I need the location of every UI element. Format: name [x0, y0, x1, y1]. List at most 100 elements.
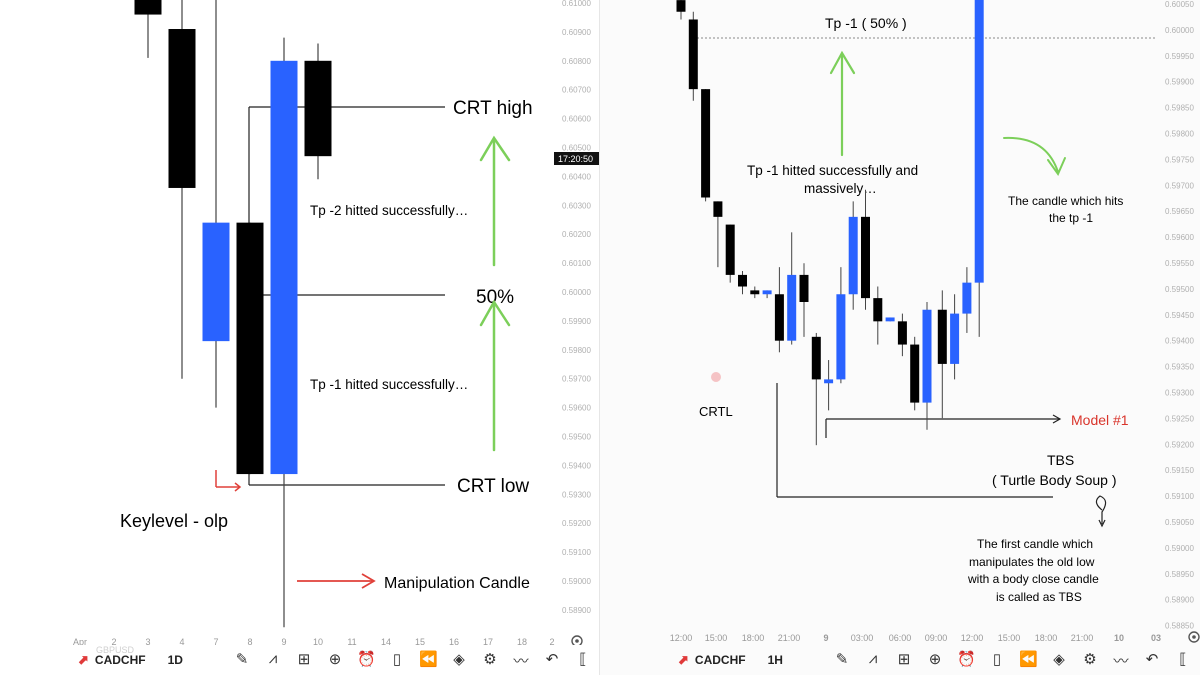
price-tick-label: 0.59650 [1165, 207, 1194, 216]
crtl-label: CRTL [699, 404, 733, 419]
trend-icon[interactable]: 〰 [513, 652, 529, 670]
tool-icons: ✎ ⩘ ⊞ ⊕ ⏰ ▯ ⏪ ◈ ⚙ 〰 ↶ ⟦ [233, 650, 592, 671]
candle-body [168, 29, 196, 188]
indicators-icon[interactable]: ⩘ [268, 649, 278, 667]
right-toolbar: ⬈ CADCHF 1H ✎ ⩘ ⊞ ⊕ ⏰ ▯ ⏪ ◈ ⚙ 〰 ↶ ⟦ [600, 645, 1200, 675]
hourly-candle [836, 267, 846, 384]
price-tick-label: 0.59350 [1165, 363, 1194, 372]
time-tick-label: 18:00 [742, 633, 765, 643]
indicators-icon[interactable]: ⩘ [868, 649, 878, 667]
date-tick-label: 3 [145, 637, 150, 645]
settings-gear-icon[interactable] [571, 635, 583, 645]
candle-9 [270, 37, 298, 628]
alarm-icon[interactable]: ⏰ [357, 650, 376, 668]
price-tick-label: 0.60300 [562, 201, 591, 210]
price-tick-label: 0.59700 [1165, 181, 1194, 190]
candle-body [962, 282, 972, 314]
candle-body [950, 313, 960, 364]
right-timeframe-button[interactable]: 1H [767, 653, 783, 667]
candle-3 [134, 0, 162, 58]
time-tick-label: 21:00 [1071, 633, 1094, 643]
right-settings-gear-icon[interactable] [1188, 631, 1200, 643]
right-chart-panel: Tp -1 ( 50% ) Tp -1 hitted successfully … [600, 0, 1200, 675]
tp1-arrow-icon [479, 299, 511, 452]
current-time-badge [554, 152, 600, 165]
time-tick-label: 18:00 [1035, 633, 1058, 643]
replay-icon[interactable]: ⏪ [419, 650, 438, 668]
price-tick-label: 0.59600 [562, 404, 591, 413]
candle-body [848, 216, 858, 295]
pencil-icon[interactable]: ✎ [235, 650, 249, 668]
symbol-label: CADCHF [94, 653, 146, 667]
hourly-candle [713, 201, 723, 268]
candle-body [787, 274, 797, 341]
tbs-def-3: with a body close candle [967, 572, 1099, 586]
time-tick-label: 10 [1114, 633, 1124, 643]
hourly-candle [861, 189, 870, 310]
right-tool-icons: ✎ ⩘ ⊞ ⊕ ⏰ ▯ ⏪ ◈ ⚙ 〰 ↶ ⟦ [833, 650, 1192, 671]
price-tick-label: 0.60100 [562, 259, 591, 268]
settings-icon[interactable]: ⚙ [483, 650, 497, 668]
price-tick-label: 0.59500 [562, 433, 591, 442]
alarm-icon[interactable]: ⏰ [957, 650, 976, 668]
keylevel-label: Keylevel - olp [120, 511, 228, 531]
bracket-icon[interactable]: ⟦ [1179, 650, 1187, 668]
candle-body [701, 89, 711, 198]
left-toolbar: ⬈ CADCHF 1D ✎ ⩘ ⊞ ⊕ ⏰ ▯ ⏪ ◈ ⚙ 〰 ↶ ⟦ [0, 645, 600, 675]
time-tick-label: 09:00 [925, 633, 948, 643]
tp2-arrow-icon [479, 135, 511, 267]
settings-icon[interactable]: ⚙ [1083, 650, 1097, 668]
hourly-candle [688, 11, 698, 101]
layers-icon[interactable]: ◈ [453, 650, 465, 668]
price-tick-label: 0.59100 [1165, 492, 1194, 501]
price-tick-label: 0.59700 [562, 375, 591, 384]
undo-icon[interactable]: ↶ [545, 650, 559, 668]
fifty-label: 50% [476, 287, 514, 308]
candles-icon[interactable]: ▯ [992, 650, 1002, 668]
hourly-candle [787, 232, 797, 345]
price-tick-label: 0.58950 [1165, 570, 1194, 579]
candle-body [236, 222, 264, 475]
price-tick-label: 0.59800 [1165, 130, 1194, 139]
replay-icon[interactable]: ⏪ [1019, 650, 1038, 668]
right-symbol-selector[interactable]: ⬈ CADCHF [678, 652, 746, 668]
price-tick-label: 0.60700 [562, 86, 591, 95]
price-tick-label: 0.59900 [1165, 78, 1194, 87]
price-tick-label: 0.58900 [1165, 596, 1194, 605]
candle-body [304, 60, 332, 157]
date-tick-label: 2 [111, 637, 116, 645]
tp-note-1: Tp -1 hitted successfully and [747, 163, 918, 178]
timeframe-button[interactable]: 1D [167, 653, 183, 667]
candle-body [270, 60, 298, 475]
hourly-candle [937, 290, 947, 419]
price-tick-label: 0.61000 [562, 0, 591, 8]
hourly-candle [774, 267, 784, 353]
grid-icon[interactable]: ⊞ [297, 650, 311, 668]
trend-icon[interactable]: 〰 [1113, 652, 1129, 670]
right-logo-icon: ⬈ [678, 652, 689, 667]
add-icon[interactable]: ⊕ [928, 650, 942, 668]
symbol-selector[interactable]: ⬈ CADCHF [78, 652, 146, 668]
candle-body [762, 290, 772, 295]
candle-body [774, 294, 784, 341]
candle-body [897, 321, 907, 345]
add-icon[interactable]: ⊕ [328, 650, 342, 668]
pencil-icon[interactable]: ✎ [835, 650, 849, 668]
candle-note-2: the tp -1 [1049, 211, 1093, 225]
candle-body [688, 19, 698, 90]
model-label: Model #1 [1071, 412, 1129, 428]
price-tick-label: 0.59550 [1165, 259, 1194, 268]
candle-note-1: The candle which hits [1008, 194, 1123, 208]
price-tick-label: 0.58850 [1165, 622, 1194, 631]
price-tick-label: 0.59300 [562, 490, 591, 499]
tbs-full-label: ( Turtle Body Soup ) [992, 472, 1117, 488]
price-tick-label: 0.60900 [562, 28, 591, 37]
undo-icon[interactable]: ↶ [1145, 650, 1159, 668]
bracket-icon[interactable]: ⟦ [579, 650, 587, 668]
candles-icon[interactable]: ▯ [392, 650, 402, 668]
layers-icon[interactable]: ◈ [1053, 650, 1065, 668]
date-tick-label: 18 [517, 637, 527, 645]
tbs-def-4: is called as TBS [996, 590, 1082, 604]
price-tick-label: 0.59200 [1165, 440, 1194, 449]
grid-icon[interactable]: ⊞ [897, 650, 911, 668]
